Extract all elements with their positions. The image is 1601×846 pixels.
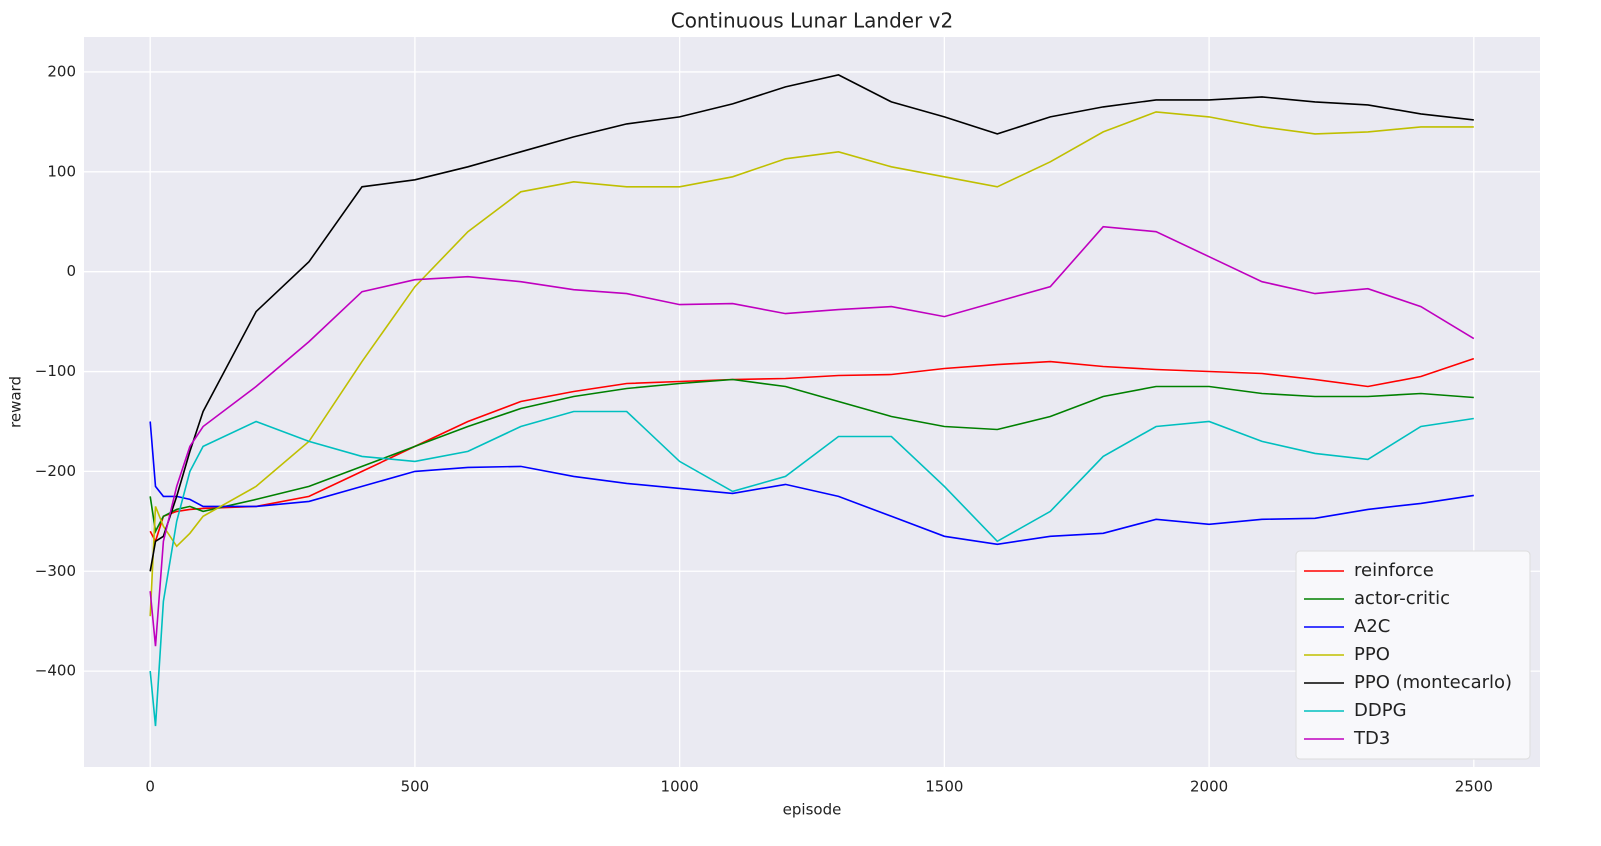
x-tick-label: 2000 xyxy=(1190,778,1228,796)
chart-title: Continuous Lunar Lander v2 xyxy=(671,9,954,33)
y-tick-label: 0 xyxy=(66,262,76,280)
y-tick-label: −100 xyxy=(35,362,76,380)
legend-box xyxy=(1295,550,1531,760)
x-axis-label: episode xyxy=(783,801,842,819)
series-line xyxy=(149,378,1474,534)
x-tick-label: 1500 xyxy=(925,778,963,796)
series-line xyxy=(149,111,1474,617)
y-tick-label: 200 xyxy=(47,62,76,80)
series-line xyxy=(149,225,1475,647)
series-line xyxy=(149,410,1474,727)
x-tick-label: 500 xyxy=(401,778,430,796)
legend-label: actor-critic xyxy=(1354,588,1450,609)
x-tick-label: 1000 xyxy=(661,778,699,796)
legend-label: reinforce xyxy=(1354,560,1434,581)
legend-label: DDPG xyxy=(1354,700,1407,721)
series-line xyxy=(149,421,1474,546)
y-tick-label: −200 xyxy=(35,462,76,480)
y-tick-label: −400 xyxy=(35,662,76,680)
y-axis-label: reward xyxy=(7,376,25,428)
x-tick-label: 2500 xyxy=(1455,778,1493,796)
legend-label: PPO (montecarlo) xyxy=(1354,672,1512,693)
y-tick-label: −300 xyxy=(35,562,76,580)
x-tick-label: 0 xyxy=(145,778,155,796)
legend-label: A2C xyxy=(1354,616,1390,637)
legend-label: TD3 xyxy=(1353,728,1390,749)
legend-label: PPO xyxy=(1354,644,1390,665)
y-tick-label: 100 xyxy=(47,162,76,180)
series-line xyxy=(149,357,1475,544)
series-line xyxy=(149,74,1474,572)
